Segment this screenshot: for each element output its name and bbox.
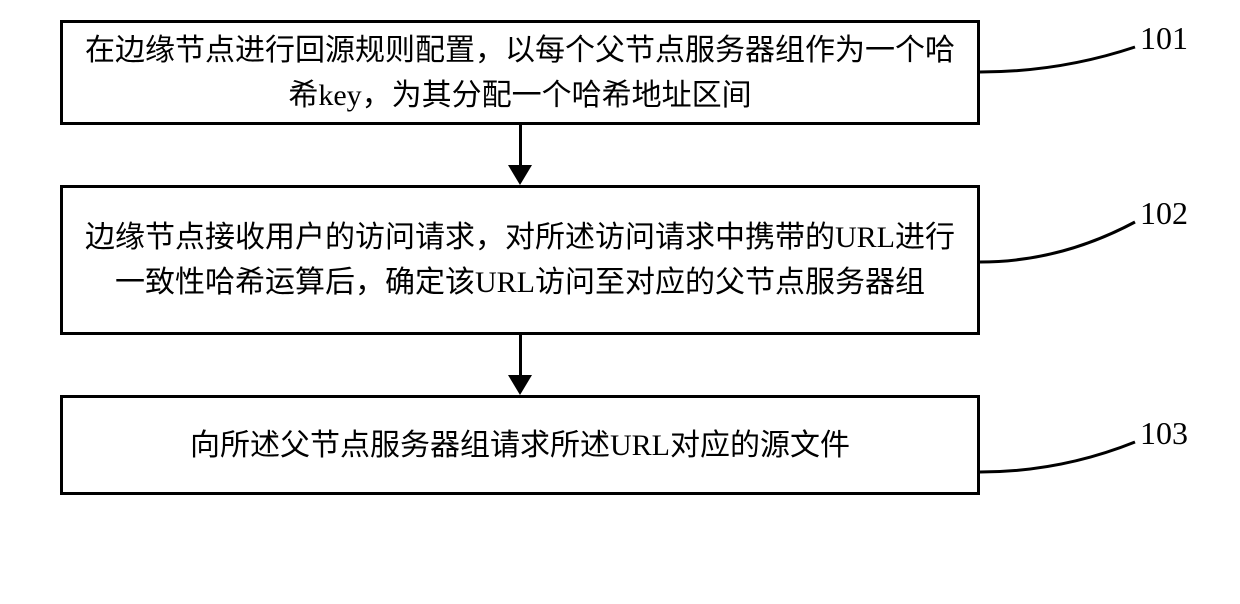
connector-103: [980, 437, 1140, 487]
step-1-text: 在边缘节点进行回源规则配置，以每个父节点服务器组作为一个哈希key，为其分配一个…: [83, 28, 957, 118]
arrow-line: [519, 125, 522, 167]
step-2-text: 边缘节点接收用户的访问请求，对所述访问请求中携带的URL进行一致性哈希运算后，确…: [83, 215, 957, 305]
arrow-head: [508, 375, 532, 395]
label-101: 101: [1140, 20, 1188, 57]
arrow-head: [508, 165, 532, 185]
arrow-line: [519, 335, 522, 377]
arrow-2-to-3: [60, 335, 980, 395]
label-103: 103: [1140, 415, 1188, 452]
step-3-text: 向所述父节点服务器组请求所述URL对应的源文件: [190, 423, 850, 468]
flowchart-step-3: 向所述父节点服务器组请求所述URL对应的源文件: [60, 395, 980, 495]
arrow-1-to-2: [60, 125, 980, 185]
flowchart-step-2: 边缘节点接收用户的访问请求，对所述访问请求中携带的URL进行一致性哈希运算后，确…: [60, 185, 980, 335]
connector-101: [980, 42, 1140, 82]
flowchart-step-1: 在边缘节点进行回源规则配置，以每个父节点服务器组作为一个哈希key，为其分配一个…: [60, 20, 980, 125]
label-102: 102: [1140, 195, 1188, 232]
connector-102: [980, 217, 1140, 277]
